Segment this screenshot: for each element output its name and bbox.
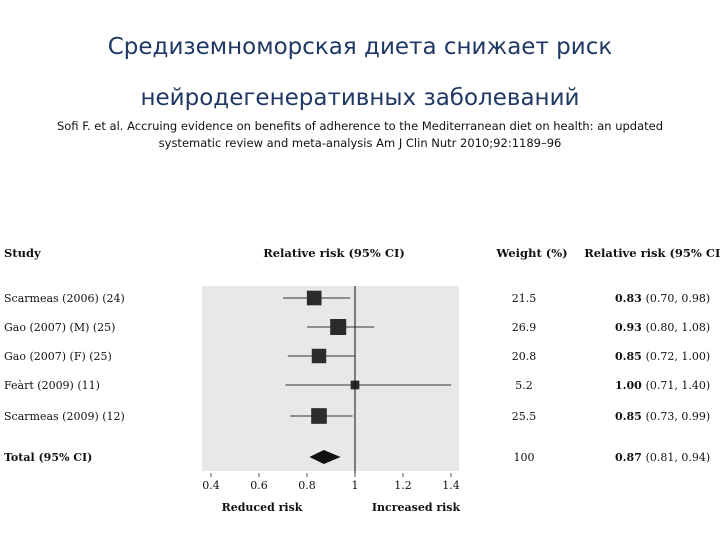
weight-value: 25.5 (512, 410, 537, 423)
slide-title-line-2: нейродегенеративных заболеваний (140, 85, 580, 111)
weight-value: 5.2 (515, 379, 533, 392)
citation-line-1: Sofi F. et al. Accruing evidence on bene… (56, 119, 664, 133)
weight-value: 21.5 (512, 292, 537, 305)
x-tick-label: 0.6 (250, 479, 268, 492)
forest-plot: Study Relative risk (95% CI) Weight (%) … (4, 246, 720, 514)
rr-ci-text: 0.83 (0.70, 0.98) (615, 292, 710, 305)
slide-title-line-1: Средиземноморская диета снижает риск (107, 34, 613, 60)
effect-marker (330, 319, 347, 335)
study-label: Feàrt (2009) (11) (4, 379, 100, 392)
x-tick-label: 1 (352, 479, 359, 492)
header-rr-text: Relative risk (95% CI) (584, 246, 720, 260)
rr-ci-text: 0.85 (0.73, 0.99) (615, 410, 710, 423)
header-relative-risk: Relative risk (95% CI) (263, 246, 405, 260)
header-weight: Weight (%) (495, 246, 567, 260)
rr-ci-text: 0.93 (0.80, 1.08) (615, 321, 710, 334)
citation-line-2: systematic review and meta-analysis Am J… (158, 136, 562, 150)
x-tick-label: 1.2 (394, 479, 412, 492)
rr-ci-text: 0.85 (0.72, 1.00) (615, 350, 710, 363)
study-label: Gao (2007) (F) (25) (4, 350, 112, 363)
plot-panel (202, 286, 459, 471)
x-tick-label: 0.8 (298, 479, 316, 492)
effect-marker (311, 408, 327, 424)
total-weight: 100 (514, 451, 535, 464)
rr-ci-text: 1.00 (0.71, 1.40) (615, 379, 710, 392)
effect-marker (306, 290, 322, 306)
total-label: Total (95% CI) (4, 451, 92, 464)
x-label-increased-risk: Increased risk (372, 501, 461, 514)
x-tick-label: 0.4 (202, 479, 220, 492)
total-rr-ci-text: 0.87 (0.81, 0.94) (615, 451, 710, 464)
total-diamond (309, 450, 341, 464)
weight-value: 20.8 (512, 350, 537, 363)
study-label: Gao (2007) (M) (25) (4, 321, 115, 334)
header-study: Study (4, 246, 41, 260)
x-label-reduced-risk: Reduced risk (222, 501, 303, 514)
effect-marker (311, 348, 327, 364)
x-tick-label: 1.4 (442, 479, 460, 492)
study-label: Scarmeas (2006) (24) (4, 292, 125, 305)
study-label: Scarmeas (2009) (12) (4, 410, 125, 423)
weight-value: 26.9 (512, 321, 537, 334)
